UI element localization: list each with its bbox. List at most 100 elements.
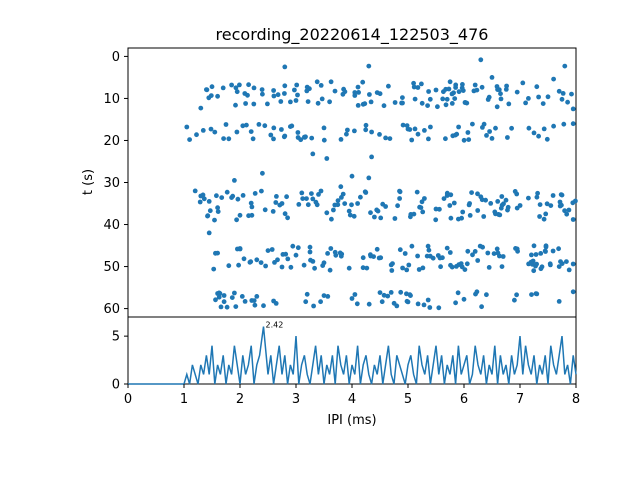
raster-point <box>523 100 528 106</box>
raster-point <box>411 80 416 86</box>
raster-point <box>224 189 230 195</box>
raster-point <box>558 192 564 198</box>
raster-point <box>453 82 459 88</box>
raster-point <box>443 102 449 108</box>
raster-point <box>454 131 460 137</box>
raster-point <box>242 299 248 304</box>
raster-point <box>544 136 550 142</box>
raster-point <box>295 92 300 98</box>
raster-point <box>556 88 562 94</box>
raster-point <box>293 98 299 103</box>
raster-point <box>354 301 360 307</box>
raster-point <box>327 99 332 105</box>
raster-point <box>194 132 199 138</box>
raster-point <box>433 217 439 223</box>
raster-point <box>312 265 317 271</box>
histogram-line <box>128 326 577 385</box>
raster-point <box>206 230 212 236</box>
raster-point <box>559 96 565 102</box>
raster-point <box>254 294 260 299</box>
raster-points <box>184 57 578 311</box>
raster-point <box>262 123 268 129</box>
raster-point <box>569 91 574 97</box>
raster-point <box>271 125 277 131</box>
raster-point <box>428 124 433 130</box>
raster-point <box>239 294 245 299</box>
raster-point <box>541 126 547 132</box>
raster-point <box>303 134 308 140</box>
raster-point <box>201 196 207 202</box>
raster-point <box>464 261 470 267</box>
raster-point <box>340 191 346 197</box>
raster-point <box>296 202 302 207</box>
raster-point <box>411 211 417 217</box>
raster-point <box>307 249 313 255</box>
raster-point <box>536 133 541 139</box>
raster-point <box>272 260 277 265</box>
raster-point <box>485 97 491 102</box>
raster-point <box>404 291 409 297</box>
raster-point <box>236 262 242 268</box>
raster-point <box>407 127 413 132</box>
raster-point <box>305 202 311 208</box>
raster-point <box>470 252 475 258</box>
raster-point <box>475 258 481 263</box>
raster-point <box>258 260 264 265</box>
raster-point <box>347 212 353 218</box>
raster-point <box>234 129 240 135</box>
y-tick-label: 30 <box>103 176 120 191</box>
raster-point <box>427 305 433 310</box>
raster-point <box>489 75 495 80</box>
raster-point <box>292 87 297 93</box>
raster-point <box>252 302 258 308</box>
raster-point <box>466 202 472 208</box>
raster-point <box>209 84 215 90</box>
raster-point <box>422 127 427 133</box>
raster-point <box>456 262 462 268</box>
raster-point <box>279 264 285 270</box>
raster-point <box>456 124 461 130</box>
raster-point <box>215 209 221 215</box>
raster-point <box>499 194 505 199</box>
x-axis-label: IPI (ms) <box>327 413 376 428</box>
raster-point <box>484 292 489 298</box>
raster-point <box>214 193 219 199</box>
raster-point <box>352 128 357 134</box>
raster-point <box>250 136 256 142</box>
raster-point <box>290 243 296 249</box>
raster-point <box>314 202 320 208</box>
raster-point <box>433 87 439 93</box>
raster-point <box>248 259 254 265</box>
raster-point <box>397 188 402 194</box>
y-tick-label: 60 <box>103 302 120 317</box>
raster-point <box>243 101 249 106</box>
raster-point <box>415 301 421 307</box>
raster-point <box>556 246 561 252</box>
raster-point <box>234 89 240 95</box>
y-tick-label: 5 <box>112 330 120 345</box>
raster-point <box>550 193 556 198</box>
raster-point <box>307 86 312 92</box>
raster-point <box>560 91 566 96</box>
raster-point <box>460 88 466 93</box>
raster-point <box>377 290 383 295</box>
raster-point <box>400 100 405 106</box>
raster-point <box>444 96 450 102</box>
raster-point <box>274 194 279 199</box>
raster-point <box>349 202 354 208</box>
raster-point <box>446 86 452 92</box>
raster-point <box>402 251 408 256</box>
raster-point <box>459 215 464 221</box>
raster-point <box>483 197 488 203</box>
raster-point <box>441 89 446 95</box>
raster-point <box>503 87 509 92</box>
raster-point <box>451 90 456 96</box>
raster-point <box>559 261 565 266</box>
raster-point <box>338 184 344 190</box>
raster-point <box>443 136 448 142</box>
raster-point <box>212 129 218 135</box>
x-tick-label: 4 <box>348 392 356 407</box>
raster-point <box>426 89 431 94</box>
raster-point <box>374 246 380 252</box>
raster-point <box>328 79 334 85</box>
